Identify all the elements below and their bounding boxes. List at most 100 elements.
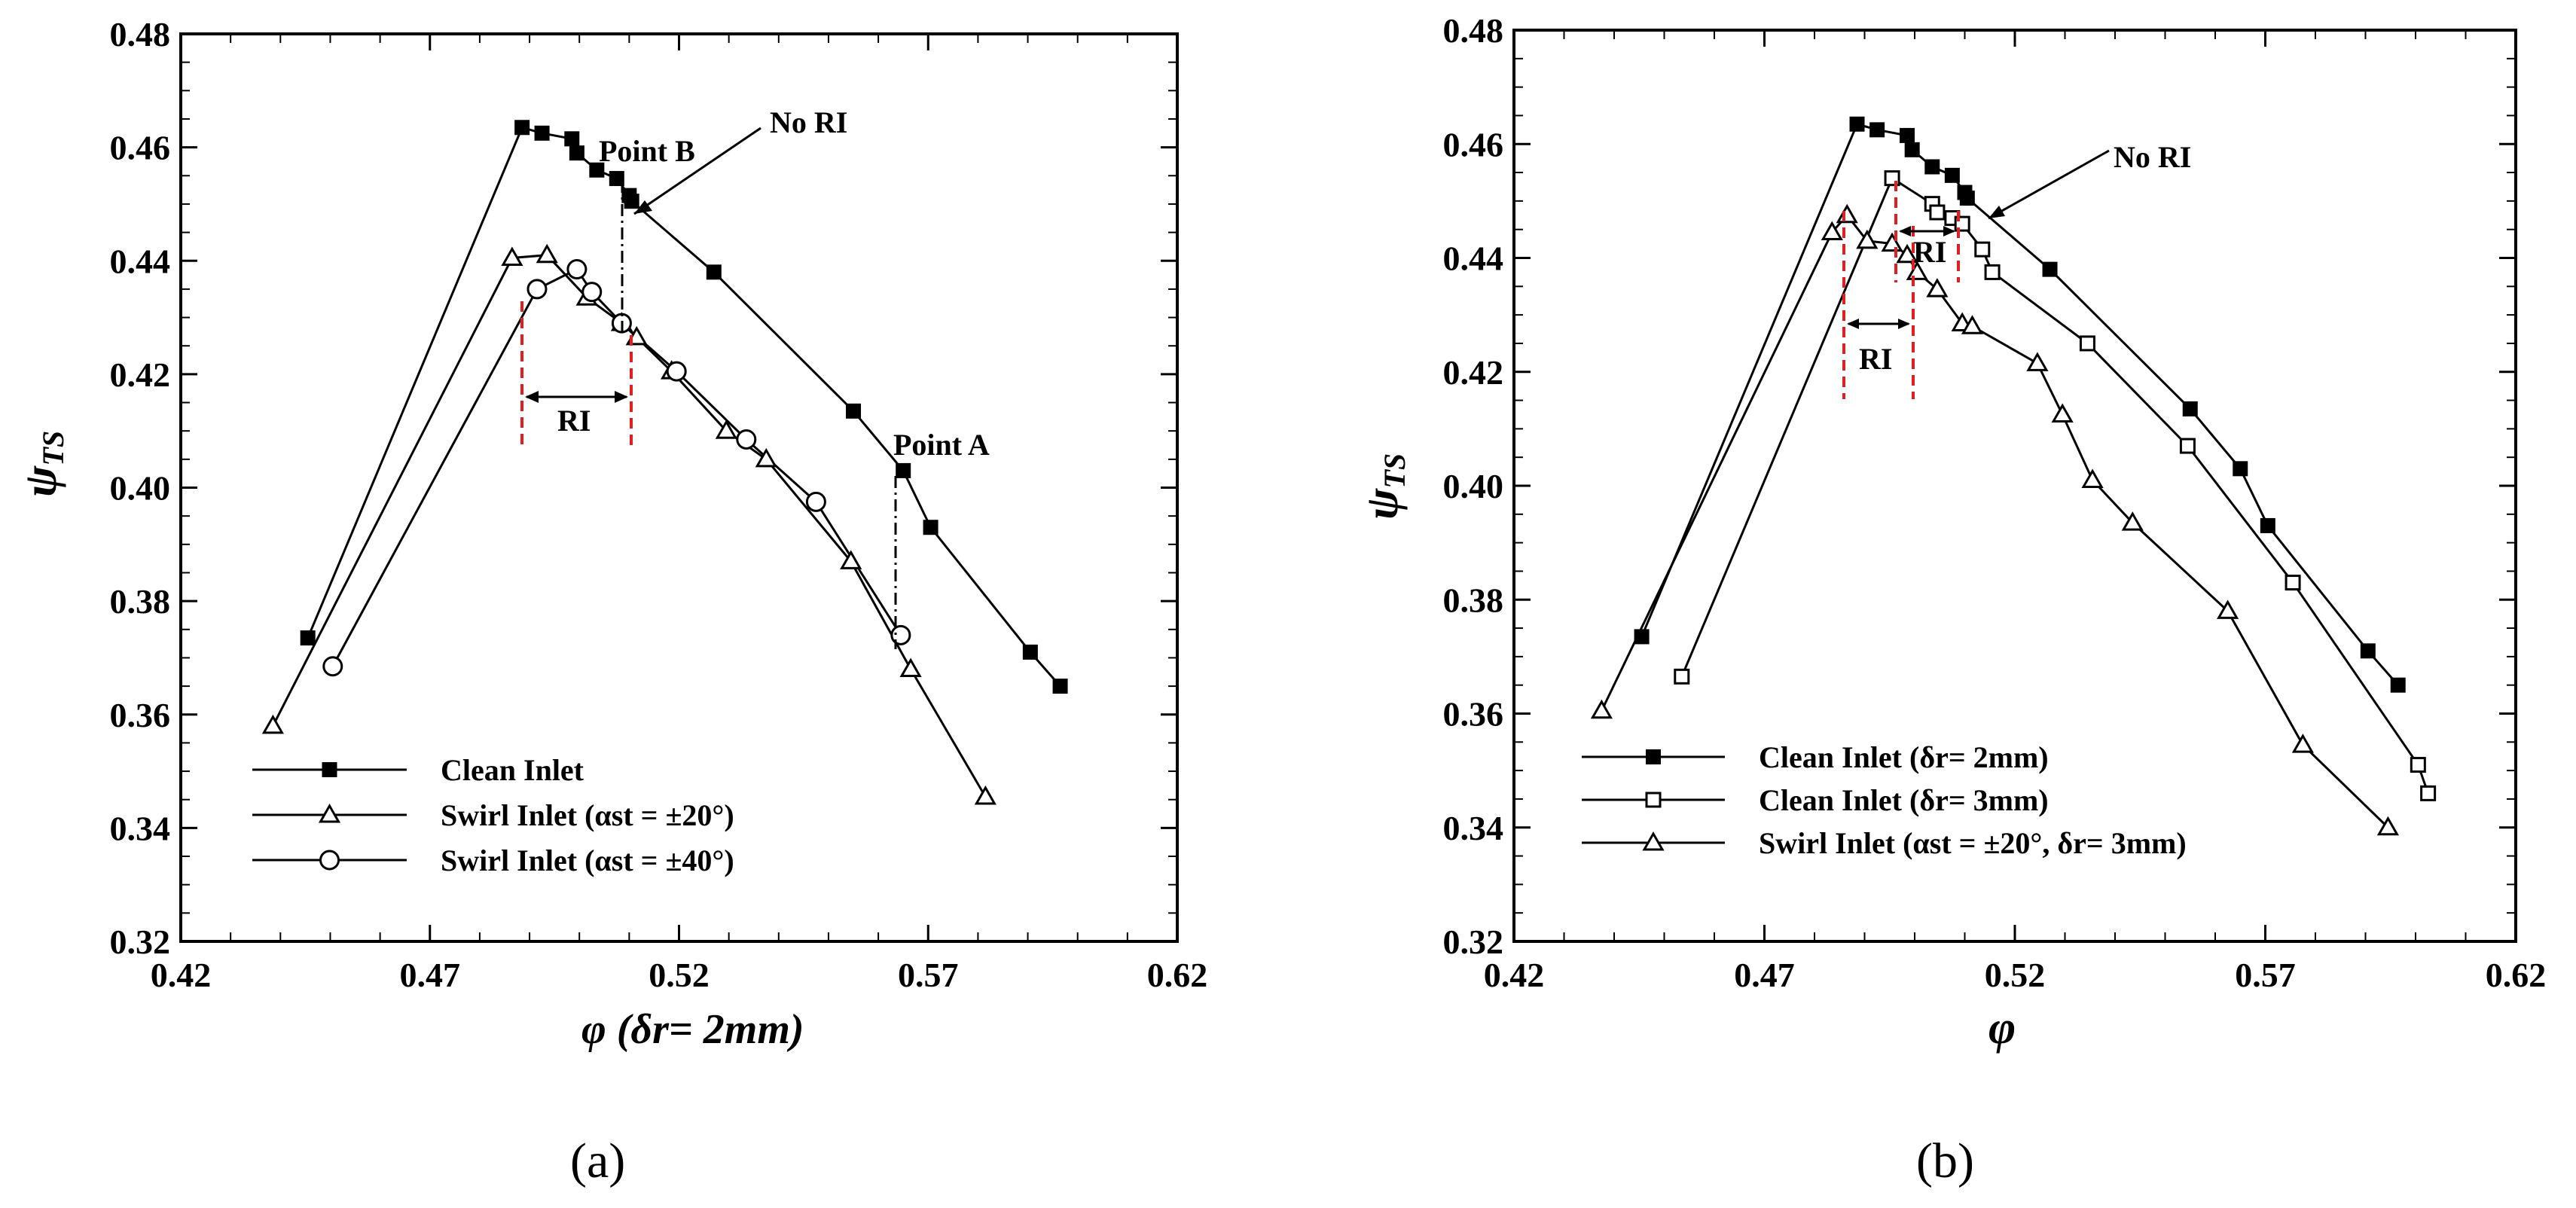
y-tick-label: 0.48: [1443, 11, 1504, 50]
data-point-series-2: [2285, 575, 2301, 591]
data-point-series-1: [569, 145, 584, 161]
annotations-b: RI RI No RI: [1842, 140, 2191, 399]
ri-arrow-head-left: [525, 391, 539, 403]
data-point-series-1: [589, 162, 605, 178]
data-point-series-3: [1906, 261, 1928, 280]
data-point-series-1: [1849, 116, 1865, 132]
data-point-series-1: [1634, 629, 1650, 645]
data-point-series-1: [1869, 122, 1885, 138]
no-ri-label-a: No RI: [770, 105, 847, 139]
legend-entry-3: Swirl Inlet (αst = ±20°, δr= 3mm): [1759, 826, 2187, 860]
x-axis-label-a: φ (δr= 2mm): [581, 1006, 804, 1053]
data-point-series-1: [514, 120, 530, 136]
ri-arrow-head-right: [615, 391, 628, 403]
data-point-series-1: [534, 125, 550, 141]
data-point-series-3: [2376, 816, 2400, 836]
x-axis-label-b-text: φ: [1988, 1002, 2016, 1054]
series-lines-b: [1601, 122, 2430, 828]
data-point-series-3: [2026, 352, 2049, 371]
panel-label-a: (a): [570, 1133, 625, 1188]
data-point-series-2: [755, 447, 777, 468]
data-point-series-1: [300, 630, 316, 646]
no-ri-label-b: No RI: [2114, 140, 2191, 174]
series-line-1: [1641, 122, 2399, 686]
series-line-2: [272, 254, 987, 798]
data-point-series-3: [581, 282, 603, 303]
data-point-series-1: [2390, 677, 2406, 693]
tick-labels-a: 0.42 0.47 0.52 0.57 0.62 0.32 0.34 0.36 0.38 0.40…: [110, 15, 1208, 994]
data-point-series-3: [526, 279, 548, 300]
legend-entry-2: Clean Inlet (δr= 3mm): [1759, 783, 2049, 817]
data-point-series-2: [2079, 335, 2095, 352]
data-point-series-1: [1904, 142, 1920, 157]
data-point-series-2: [1929, 204, 1946, 221]
y-tick-label: 0.46: [1443, 125, 1504, 163]
x-tick-label: 0.42: [151, 956, 212, 994]
data-point-series-1: [2360, 643, 2376, 659]
data-point-series-2: [2179, 438, 2196, 454]
y-tick-label: 0.44: [1443, 239, 1504, 278]
data-point-series-2: [715, 419, 737, 439]
data-point-series-3: [322, 656, 343, 677]
x-tick-label: 0.62: [1147, 956, 1208, 994]
x-tick-label: 0.62: [2486, 956, 2547, 994]
data-point-series-3: [2081, 468, 2104, 488]
tick-labels-b: 0.42 0.47 0.52 0.57 0.62 0.32 0.34 0.36 0.38 0.40…: [1443, 11, 2547, 994]
data-point-series-1: [846, 403, 862, 419]
legend-entry-2: Swirl Inlet (αst = ±20°): [441, 798, 734, 832]
x-tick-label: 0.57: [2235, 956, 2296, 994]
x-tick-label: 0.52: [649, 956, 710, 994]
y-tick-label: 0.46: [110, 129, 171, 167]
y-tick-label: 0.36: [1443, 695, 1504, 734]
legend-entry-1: Clean Inlet: [441, 753, 584, 787]
data-point-series-3: [2121, 511, 2144, 531]
data-point-series-2: [1974, 241, 1991, 258]
no-ri-arrow-head-b: [1988, 206, 2005, 218]
x-axis-label-a-text: φ (δr= 2mm): [581, 1006, 804, 1053]
ri-arrow-b-lower-head-left: [1847, 319, 1859, 329]
data-point-series-1: [2042, 261, 2058, 277]
legend-marker-1: [1646, 749, 1661, 764]
legend-marker-2: [1645, 792, 1662, 808]
data-point-series-3: [666, 361, 687, 382]
x-tick-label: 0.57: [898, 956, 959, 994]
data-point-series-2: [2420, 785, 2437, 801]
legend-marker-3: [319, 850, 340, 871]
y-tick-label: 0.42: [110, 355, 171, 394]
no-ri-arrow-a: [633, 127, 762, 215]
ri-arrow-b-upper-head-left: [1899, 226, 1911, 236]
ri-label-b-lower: RI: [1859, 342, 1892, 376]
data-point-series-3: [1896, 243, 1918, 264]
data-point-series-1: [564, 131, 580, 147]
data-point-series-2: [501, 246, 523, 266]
annotations-a: RI Point B No RI Point A: [520, 105, 990, 649]
y-tick-label: 0.38: [110, 582, 171, 621]
x-tick-label: 0.47: [1734, 956, 1795, 994]
series-line-1: [307, 126, 1061, 688]
series-markers-b: [1590, 116, 2437, 836]
ri-label-a: RI: [557, 404, 591, 438]
data-point-series-3: [1961, 315, 1984, 334]
point-b-label: Point B: [599, 134, 695, 168]
data-point-series-2: [840, 550, 862, 569]
legend-entry-3: Swirl Inlet (αst = ±40°): [441, 843, 734, 877]
data-point-series-3: [890, 624, 911, 645]
ri-label-b-upper: RI: [1913, 235, 1946, 269]
data-point-series-3: [805, 491, 826, 512]
plot-frame-a: [179, 32, 1179, 943]
data-point-series-3: [736, 429, 757, 450]
data-point-series-1: [2182, 401, 2198, 416]
panel-a: 0.42 0.47 0.52 0.57 0.62 0.32 0.34 0.36 0.38 0.40…: [15, 15, 1207, 1188]
data-point-series-1: [1959, 191, 1975, 206]
legend-a: Clean Inlet Swirl Inlet (αst = ±20°) Swirl…: [252, 753, 734, 877]
x-axis-label-b: φ: [1988, 1002, 2016, 1054]
y-tick-label: 0.44: [110, 242, 171, 280]
data-point-series-1: [624, 194, 639, 209]
data-point-series-3: [1821, 221, 1843, 240]
y-tick-label: 0.40: [1443, 467, 1504, 505]
y-tick-label: 0.40: [110, 469, 171, 508]
data-point-series-3: [2217, 599, 2239, 619]
data-point-series-3: [566, 259, 588, 280]
data-point-series-3: [1836, 203, 1858, 224]
